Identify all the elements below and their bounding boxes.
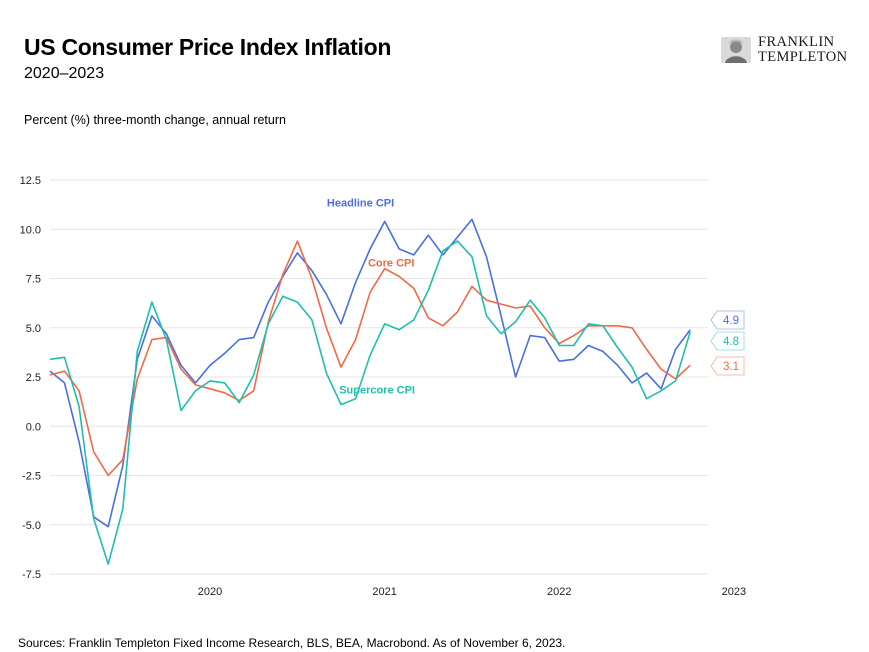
y-tick-label: 5.0 xyxy=(26,323,41,335)
end-value-labels: 4.9 3.1 4.8 xyxy=(710,310,745,376)
x-tick-label: 2021 xyxy=(372,586,396,598)
x-tick-label: 2022 xyxy=(547,586,571,598)
x-tick-labels: 2020 2021 2022 2023 xyxy=(198,586,746,598)
y-tick-label: 2.5 xyxy=(26,372,41,384)
logo-line-2: TEMPLETON xyxy=(758,49,848,65)
x-tick-label: 2020 xyxy=(198,586,222,598)
y-tick-label: 12.5 xyxy=(20,175,41,187)
series-lines xyxy=(49,218,691,565)
y-tick-labels: 12.5 10.0 7.5 5.0 2.5 0.0 -2.5 -5.0 -7.5 xyxy=(20,175,41,581)
headline-end-value: 4.9 xyxy=(723,315,739,327)
core-end-value: 3.1 xyxy=(723,361,739,373)
headline-end-callout xyxy=(710,310,745,330)
source-note: Sources: Franklin Templeton Fixed Income… xyxy=(18,636,566,650)
series-labels: Headline CPI Core CPI Supercore CPI xyxy=(327,197,415,396)
y-tick-label: 0.0 xyxy=(26,421,41,433)
supercore-cpi-label: Supercore CPI xyxy=(339,384,415,396)
headline-cpi-line xyxy=(49,218,691,528)
supercore-end-value: 4.8 xyxy=(723,336,739,348)
y-tick-label: -2.5 xyxy=(22,471,41,483)
chart-title: US Consumer Price Index Inflation xyxy=(24,34,392,60)
y-tick-label: -5.0 xyxy=(22,520,41,532)
logo-line-1: FRANKLIN xyxy=(758,34,835,50)
core-cpi-label: Core CPI xyxy=(368,258,414,270)
y-tick-label: 7.5 xyxy=(26,274,41,286)
grid-layer xyxy=(50,179,708,575)
franklin-templeton-logo: FRANKLIN TEMPLETON xyxy=(720,33,865,67)
y-tick-label: 10.0 xyxy=(20,224,41,236)
chart-subtitle: 2020–2023 xyxy=(24,65,105,82)
unit-note: Percent (%) three-month change, annual r… xyxy=(24,113,286,127)
supercore-cpi-line xyxy=(49,240,691,565)
core-cpi-line xyxy=(49,240,691,477)
core-end-callout xyxy=(710,356,745,376)
y-tick-label: -7.5 xyxy=(22,569,41,581)
headline-cpi-label: Headline CPI xyxy=(327,197,394,209)
franklin-portrait-icon xyxy=(721,37,751,63)
supercore-end-callout xyxy=(710,331,745,351)
x-tick-label: 2023 xyxy=(722,586,746,598)
